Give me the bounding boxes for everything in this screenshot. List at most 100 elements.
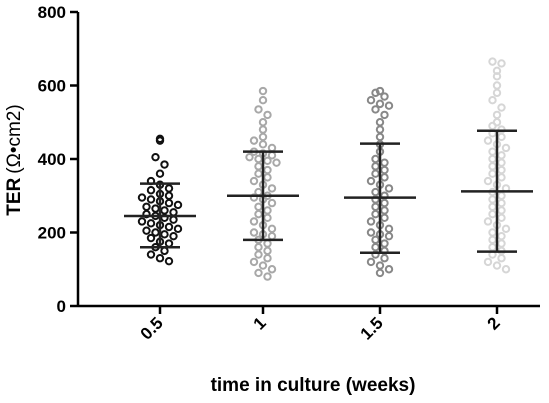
data-point — [384, 184, 394, 193]
data-point — [380, 206, 389, 215]
data-point — [497, 213, 506, 223]
data-point — [366, 257, 376, 267]
data-point — [483, 257, 493, 267]
data-point — [146, 250, 156, 259]
data-point — [258, 96, 268, 105]
data-point — [258, 86, 268, 96]
data-point — [501, 224, 511, 234]
data-point — [137, 217, 147, 226]
data-point — [155, 169, 165, 178]
data-point — [488, 235, 497, 245]
data-point — [254, 268, 263, 278]
data-point — [164, 198, 174, 208]
y-axis-title: TER (Ω•cm2) — [4, 104, 25, 215]
data-point — [173, 200, 183, 210]
data-point — [488, 96, 497, 105]
data-point — [254, 105, 263, 114]
data-point — [155, 254, 165, 263]
data-point — [380, 173, 389, 182]
data-point — [371, 187, 380, 197]
data-point — [249, 217, 259, 226]
x-tick-label: 0.5 — [137, 313, 167, 343]
series-2 — [461, 57, 533, 274]
data-point — [497, 198, 506, 208]
data-point — [263, 156, 272, 166]
data-point — [371, 169, 380, 178]
data-point — [254, 169, 263, 178]
y-tick-label: 400 — [38, 150, 66, 169]
data-point — [366, 217, 376, 226]
data-point — [254, 209, 263, 219]
data-point — [258, 118, 268, 127]
data-point — [263, 173, 272, 182]
data-point — [492, 110, 502, 120]
data-point — [258, 125, 268, 134]
data-point — [488, 57, 497, 66]
data-point — [371, 88, 380, 98]
data-point — [492, 118, 502, 127]
data-point — [142, 226, 151, 235]
data-point — [380, 165, 389, 175]
data-point — [249, 228, 259, 237]
data-point — [375, 86, 385, 96]
data-point — [380, 198, 389, 208]
data-point — [492, 261, 502, 270]
data-point — [488, 243, 497, 252]
data-point — [263, 272, 272, 281]
y-tick-label: 800 — [38, 3, 66, 22]
x-tick-label: 1.5 — [357, 313, 387, 343]
data-point — [488, 202, 497, 211]
data-point — [371, 209, 380, 219]
data-point — [263, 110, 272, 120]
data-point — [263, 206, 272, 215]
y-tick-label: 600 — [38, 77, 66, 96]
data-point — [366, 96, 376, 105]
data-point — [380, 239, 389, 248]
data-point — [488, 162, 497, 171]
data-point — [254, 162, 263, 171]
data-point — [254, 243, 263, 252]
y-tick-label: 0 — [57, 297, 66, 316]
data-point — [483, 176, 493, 186]
data-point — [160, 246, 169, 256]
data-point — [263, 239, 272, 248]
data-point — [497, 151, 506, 160]
series-0.5 — [124, 134, 196, 266]
data-point — [380, 213, 389, 223]
data-point — [371, 202, 380, 211]
data-point — [155, 134, 165, 143]
data-point — [267, 143, 277, 153]
data-point — [384, 265, 394, 274]
data-point — [245, 152, 254, 162]
data-point — [267, 151, 277, 160]
data-point — [384, 101, 394, 110]
data-point — [488, 154, 497, 164]
data-point — [380, 92, 389, 101]
data-point — [164, 184, 174, 193]
data-point — [267, 231, 277, 241]
data-point — [151, 204, 160, 213]
data-point — [497, 158, 506, 167]
data-point — [375, 125, 385, 134]
plot-area — [124, 57, 533, 281]
data-point — [380, 110, 389, 120]
data-point — [497, 254, 506, 263]
data-point — [263, 246, 272, 256]
data-point — [164, 239, 174, 248]
data-point — [497, 239, 506, 248]
data-point — [371, 235, 380, 245]
data-point — [488, 147, 497, 156]
data-point — [380, 158, 389, 167]
data-point — [169, 215, 178, 224]
data-point — [497, 206, 506, 215]
data-point — [151, 152, 160, 162]
x-tick-label: 2 — [484, 313, 504, 333]
data-point — [483, 136, 493, 145]
data-point — [258, 261, 268, 270]
data-point — [501, 265, 511, 274]
data-point — [384, 224, 394, 234]
data-point — [160, 230, 169, 239]
data-point — [249, 176, 259, 186]
data-point — [254, 154, 263, 164]
data-point — [488, 209, 497, 219]
